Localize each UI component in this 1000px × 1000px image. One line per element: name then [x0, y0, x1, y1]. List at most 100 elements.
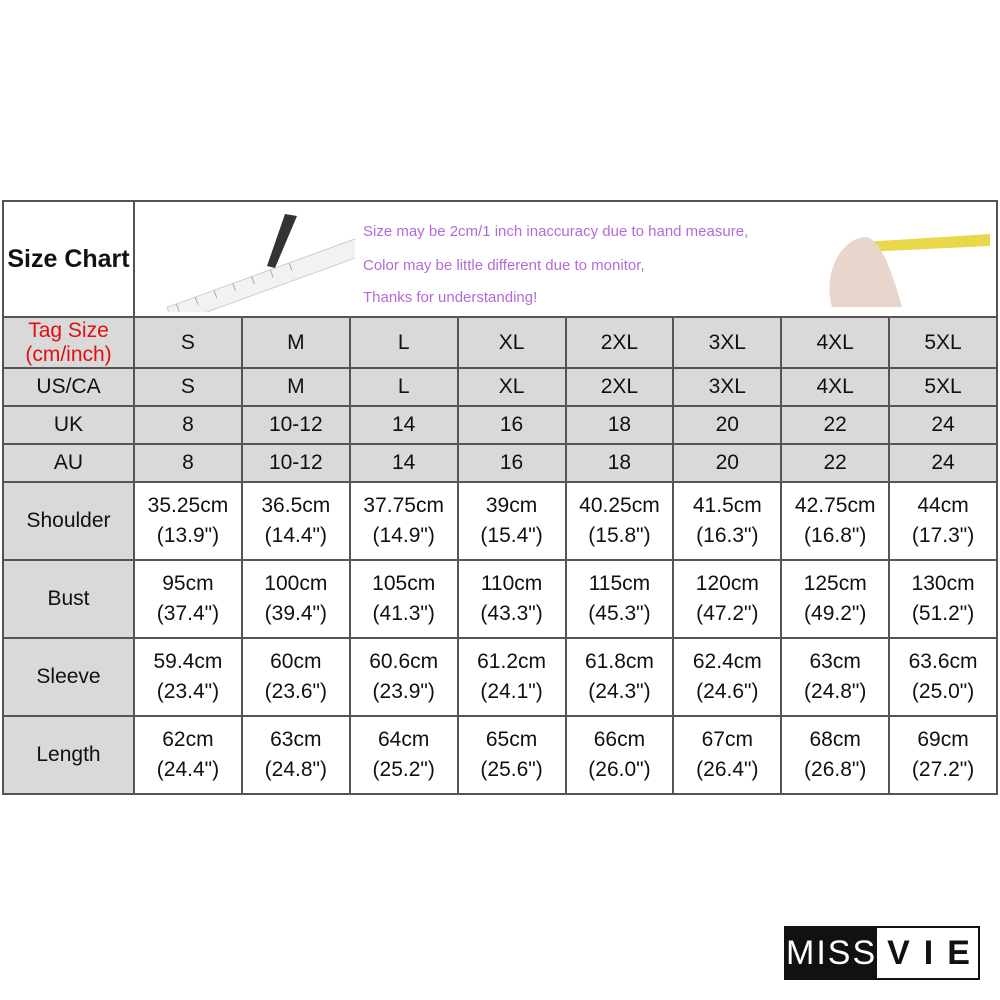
cm-value: 100cm: [264, 572, 328, 595]
cm-value: 40.25cm: [579, 494, 660, 517]
cm-value: 69cm: [917, 728, 969, 751]
table-cell: 100cm (39.4"): [240, 559, 351, 639]
table-cell: 63cm (24.8"): [240, 715, 351, 795]
note-accuracy: Size may be 2cm/1 inch inaccuracy due to…: [363, 223, 749, 240]
note-color: Color may be little different due to mon…: [363, 257, 645, 274]
table-cell: XL: [456, 367, 567, 407]
table-cell: S: [133, 316, 243, 369]
chart-title: Size Chart: [2, 200, 135, 318]
inch-value: (23.6"): [264, 680, 327, 703]
table-cell: M: [240, 367, 351, 407]
table-cell: 62cm (24.4"): [133, 715, 243, 795]
table-cell: 20: [672, 405, 783, 445]
cm-value: 65cm: [485, 728, 538, 751]
table-cell: 8: [133, 443, 243, 483]
table-cell: 130cm (51.2"): [888, 559, 998, 639]
cm-value: 120cm: [695, 572, 759, 595]
table-cell: 64cm (25.2"): [348, 715, 459, 795]
cm-value: 95cm: [162, 572, 214, 595]
inch-value: (25.0"): [911, 680, 975, 703]
inch-value: (16.3"): [696, 524, 759, 547]
table-cell: 59.4cm (23.4"): [133, 637, 243, 717]
table-cell: 63cm (24.8"): [780, 637, 891, 717]
inch-value: (27.2"): [911, 758, 975, 781]
table-cell: 24: [888, 443, 998, 483]
inch-value: (23.9"): [372, 680, 435, 703]
inch-value: (15.8"): [588, 524, 651, 547]
inch-value: (15.4"): [480, 524, 543, 547]
inch-value: (17.3"): [911, 524, 975, 547]
table-cell: 69cm (27.2"): [888, 715, 998, 795]
table-cell: 24: [888, 405, 998, 445]
row-label: Tag Size (cm/inch): [2, 316, 135, 369]
note-thanks: Thanks for understanding!: [363, 289, 538, 306]
table-cell: 37.75cm (14.9"): [348, 481, 459, 561]
inch-value: (25.6"): [480, 758, 543, 781]
cm-value: 66cm: [593, 728, 646, 751]
pencil-ruler-icon: [166, 214, 355, 312]
cm-value: 36.5cm: [261, 494, 331, 517]
table-cell: 67cm (26.4"): [672, 715, 783, 795]
table-cell: 39cm (15.4"): [456, 481, 567, 561]
cm-value: 59.4cm: [153, 650, 223, 673]
inch-value: (14.9"): [372, 524, 435, 547]
table-cell: 2XL: [564, 316, 675, 369]
cm-value: 60.6cm: [369, 650, 439, 673]
table-cell: 41.5cm (16.3"): [672, 481, 783, 561]
cm-value: 110cm: [480, 572, 543, 595]
cm-value: 60cm: [270, 650, 322, 673]
table-cell: L: [348, 367, 459, 407]
table-cell: 110cm (43.3"): [456, 559, 567, 639]
cm-value: 67cm: [701, 728, 753, 751]
table-cell: M: [240, 316, 351, 369]
cm-value: 44cm: [917, 494, 969, 517]
table-cell: 5XL: [888, 367, 998, 407]
inch-value: (47.2"): [696, 602, 759, 625]
cm-value: 125cm: [803, 572, 867, 595]
table-cell: 8: [133, 405, 243, 445]
table-row: US/CA S M L XL 2XL 3XL 4XL 5XL: [2, 367, 998, 407]
cm-value: 64cm: [378, 728, 430, 751]
table-cell: 36.5cm (14.4"): [240, 481, 351, 561]
cm-value: 61.8cm: [585, 650, 654, 673]
table-row: Bust 95cm (37.4") 100cm (39.4") 105cm (41.3") 1…: [2, 559, 998, 639]
logo-left: MISS: [786, 928, 878, 978]
inch-value: (13.9"): [156, 524, 220, 547]
cm-value: 63cm: [809, 650, 861, 673]
table-cell: 35.25cm (13.9"): [133, 481, 243, 561]
table-cell: 2XL: [564, 367, 675, 407]
table-cell: XL: [456, 316, 567, 369]
table-cell: 22: [780, 443, 891, 483]
missvie-logo: MISS VIE: [784, 926, 980, 980]
cm-value: 62cm: [162, 728, 214, 751]
inch-value: (23.4"): [156, 680, 220, 703]
inch-value: (24.8"): [804, 680, 867, 703]
table-cell: 60.6cm (23.9"): [348, 637, 459, 717]
table-row: Tag Size (cm/inch) S M L XL 2XL 3XL 4XL 5XL: [2, 316, 998, 369]
table-cell: 16: [456, 405, 567, 445]
table-cell: 44cm (17.3"): [888, 481, 998, 561]
cm-value: 115cm: [588, 572, 651, 595]
table-row: AU 8 10-12 14 16 18 20 22 24: [2, 443, 998, 483]
row-label: US/CA: [2, 367, 135, 407]
row-label: UK: [2, 405, 135, 445]
cm-value: 42.75cm: [794, 494, 876, 517]
table-cell: 66cm (26.0"): [564, 715, 675, 795]
cm-value: 39cm: [485, 494, 538, 517]
inch-value: (26.0"): [588, 758, 651, 781]
inch-value: (26.4"): [696, 758, 759, 781]
inch-value: (39.4"): [264, 602, 327, 625]
table-cell: 125cm (49.2"): [780, 559, 891, 639]
inch-value: (26.8"): [804, 758, 867, 781]
table-row: Length 62cm (24.4") 63cm (24.8") 64cm (25.2") 6…: [2, 715, 998, 795]
inch-value: (45.3"): [588, 602, 651, 625]
table-cell: 4XL: [780, 367, 891, 407]
logo-right: VIE: [887, 933, 984, 972]
measuring-tape-hand-icon: [829, 234, 990, 307]
table-cell: 65cm (25.6"): [456, 715, 567, 795]
inch-value: (24.8"): [264, 758, 327, 781]
row-label: AU: [2, 443, 135, 483]
cm-value: 62.4cm: [692, 650, 762, 673]
table-cell: 20: [672, 443, 783, 483]
table-cell: S: [133, 367, 243, 407]
